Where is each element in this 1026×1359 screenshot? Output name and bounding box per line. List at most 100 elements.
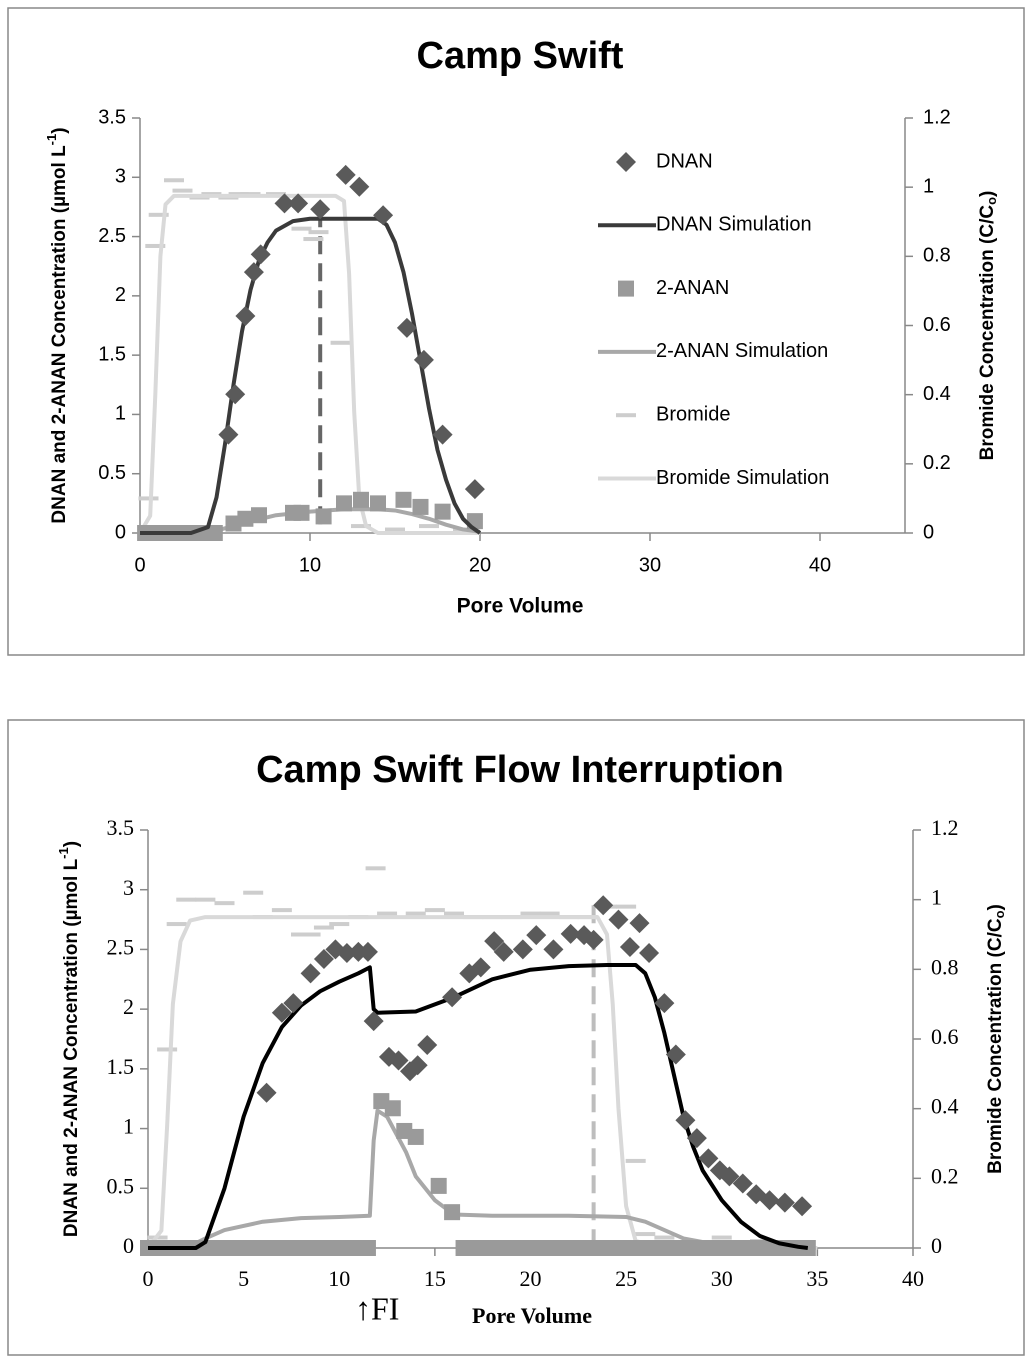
diamond-point [560, 923, 581, 944]
diamond-point [388, 1050, 409, 1071]
diamond-point [526, 925, 547, 946]
y-tick-label: 2 [123, 994, 134, 1019]
diamond-point [349, 176, 370, 197]
square-point [251, 507, 267, 524]
dash-point [148, 212, 169, 217]
dash-point [166, 922, 187, 927]
diamond-point [271, 1002, 292, 1023]
y2-tick-label: 0.8 [931, 954, 959, 979]
chart-frame [7, 719, 1025, 1356]
diamond-point [719, 1166, 740, 1187]
square-point [336, 495, 352, 512]
diamond-point [698, 1148, 719, 1169]
y-axis-title-part: -1 [56, 847, 71, 859]
diamond-point [396, 317, 417, 338]
y-tick-label: 0 [115, 521, 126, 543]
x-tick-label: 10 [328, 1266, 350, 1291]
simulation-line [138, 193, 480, 535]
legend-marker [616, 152, 636, 172]
y2-tick-label: 1 [923, 175, 934, 197]
diamond-point [336, 943, 357, 964]
diamond-point [665, 1044, 686, 1065]
diamond-point [225, 384, 246, 405]
x-tick-label: 0 [134, 554, 145, 576]
diamond-point [675, 1110, 696, 1131]
dash-point [635, 1232, 656, 1237]
dash-point [377, 911, 398, 916]
diamond-point [357, 941, 378, 962]
x-axis-title: Pore Volume [472, 1303, 592, 1328]
diamond-point [686, 1128, 707, 1149]
y2-tick-label: 0.4 [931, 1094, 959, 1119]
y-axis-title: DNAN and 2-ANAN Concentration (µmol L-1) [44, 127, 70, 523]
diamond-point [218, 424, 239, 445]
diamond-point [256, 1082, 277, 1103]
simulation-line [140, 216, 482, 535]
y-tick-label: 0.5 [98, 462, 126, 484]
diamond-point [774, 1192, 795, 1213]
y-tick-label: 1.5 [107, 1054, 135, 1079]
diamond-point [464, 479, 485, 500]
square-point [237, 510, 254, 527]
chart-title: Camp Swift Flow Interruption [256, 749, 784, 791]
dash-point [405, 911, 426, 916]
y2-axis-title: Bromide Concentration (C/Co) [985, 904, 1007, 1174]
diamond-point [484, 931, 505, 952]
square-point [315, 508, 332, 525]
y2-axis-title-part: Bromide Concentration (C/C [977, 205, 998, 461]
square-point [444, 1204, 461, 1221]
diamond-point [313, 948, 334, 969]
diamond-point [310, 199, 331, 220]
diamond-point [512, 939, 533, 960]
dash-point [195, 897, 216, 902]
diamond-point [413, 349, 434, 370]
dash-point [291, 226, 312, 231]
y-tick-label: 3 [123, 875, 134, 900]
legend-label: DNAN Simulation [656, 214, 812, 236]
dash-point [444, 911, 464, 916]
x-tick-label: 15 [424, 1266, 446, 1291]
y-tick-label: 3 [115, 166, 126, 188]
dash-point [172, 188, 193, 193]
y-tick-label: 2.5 [98, 225, 126, 247]
y2-axis-title-part: ) [977, 191, 998, 197]
diamond-point [288, 193, 309, 214]
y-tick-label: 0 [123, 1233, 134, 1258]
diamond-point [608, 909, 629, 930]
y2-tick-label: 1.2 [923, 106, 951, 128]
y-axis-title-part: DNAN and 2-ANAN Concentration (µmol L [49, 145, 70, 524]
y-axis-title-part: ) [61, 841, 82, 847]
y2-tick-label: 1.2 [931, 815, 959, 840]
diamond-point [792, 1196, 813, 1217]
chart-frame [7, 7, 1025, 656]
y2-axis-title-part: Bromide Concentration (C/C [985, 918, 1006, 1174]
y-tick-label: 1.5 [98, 343, 126, 365]
dash-point [300, 932, 321, 937]
y-axis-title: DNAN and 2-ANAN Concentration (µmol L-1) [56, 841, 82, 1237]
simulation-line [148, 962, 809, 1250]
dash-point [385, 527, 405, 532]
y2-tick-label: 0.6 [923, 314, 951, 336]
dash-point [303, 237, 324, 242]
y-axis-title-part: ) [49, 127, 70, 133]
dash-point [243, 890, 264, 895]
legend-label: 2-ANAN Simulation [656, 340, 828, 362]
diamond-point [442, 987, 463, 1008]
y-axis-title-part: -1 [44, 134, 59, 146]
square-point [353, 491, 369, 508]
square-point [412, 498, 429, 515]
square-point [359, 1240, 376, 1256]
dash-point [329, 922, 350, 927]
dash-point [351, 524, 371, 529]
y2-tick-label: 0.4 [923, 383, 951, 405]
y-axis-title-part: DNAN and 2-ANAN Concentration (µmol L [61, 858, 82, 1237]
square-point [395, 491, 412, 508]
y2-tick-label: 0.2 [923, 452, 951, 474]
y-tick-label: 2.5 [107, 934, 135, 959]
diamond-point [593, 895, 614, 916]
dash-point [365, 866, 386, 871]
y2-axis-title-part: o [984, 197, 999, 205]
x-tick-label: 20 [520, 1266, 542, 1291]
square-point [384, 1100, 401, 1117]
annotation: ↑FI [355, 1290, 399, 1326]
